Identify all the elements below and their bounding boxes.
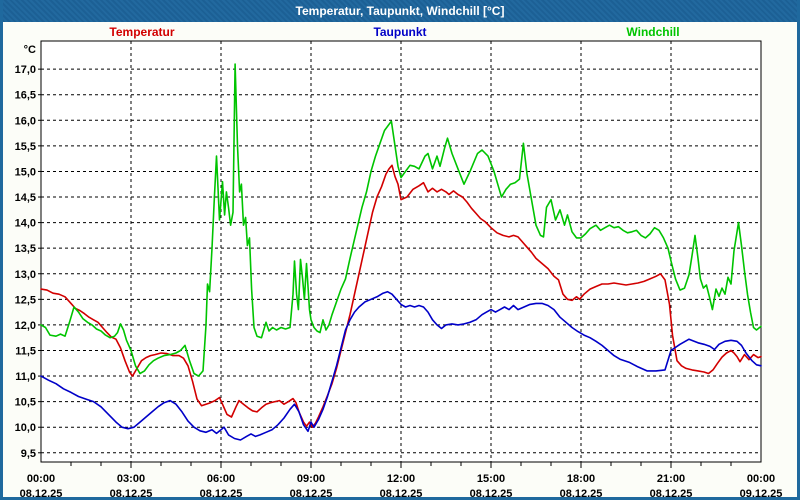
legend-item-taupunkt: Taupunkt — [373, 25, 427, 39]
x-tick-time-label: 00:00 — [747, 473, 775, 485]
x-tick-time-label: 03:00 — [117, 473, 145, 485]
x-tick-time-label: 06:00 — [207, 473, 235, 485]
x-tick-time-label: 12:00 — [387, 473, 415, 485]
y-tick-label: 9,5 — [21, 448, 36, 460]
window-title: Temperatur, Taupunkt, Windchill [°C] — [295, 4, 505, 18]
y-tick-label: 16,5 — [15, 90, 36, 102]
y-tick-label: 14,0 — [15, 218, 36, 230]
x-tick-date-label: 08.12.25 — [380, 488, 423, 500]
y-tick-label: 12,0 — [15, 320, 36, 332]
x-tick-date-label: 08.12.25 — [560, 488, 603, 500]
x-tick-time-label: 00:00 — [27, 473, 55, 485]
y-tick-label: 12,5 — [15, 294, 36, 306]
y-tick-label: 15,5 — [15, 141, 36, 153]
y-tick-label: 10,0 — [15, 422, 36, 434]
y-tick-label: 13,0 — [15, 269, 36, 281]
x-tick-date-label: 08.12.25 — [200, 488, 243, 500]
legend-item-temperatur: Temperatur — [109, 25, 175, 39]
x-tick-time-label: 21:00 — [657, 473, 685, 485]
series-line-temperatur — [40, 164, 762, 429]
y-tick-label: 10,5 — [15, 397, 36, 409]
window-title-bar: Temperatur, Taupunkt, Windchill [°C] — [3, 0, 797, 22]
y-tick-label: 11,5 — [15, 345, 36, 357]
x-tick-time-label: 18:00 — [567, 473, 595, 485]
y-tick-label: 16,0 — [15, 115, 36, 127]
x-tick-date-label: 08.12.25 — [650, 488, 693, 500]
y-axis-unit-label: °C — [24, 44, 36, 56]
y-tick-label: 13,5 — [15, 243, 36, 255]
x-tick-time-label: 09:00 — [297, 473, 325, 485]
chart-legend: Temperatur Taupunkt Windchill — [3, 25, 797, 41]
x-tick-time-label: 15:00 — [477, 473, 505, 485]
y-tick-label: 17,0 — [15, 64, 36, 76]
x-tick-date-label: 08.12.25 — [470, 488, 513, 500]
series-line-windchill — [40, 63, 762, 377]
y-tick-label: 11,0 — [15, 371, 36, 383]
x-tick-date-label: 08.12.25 — [20, 488, 63, 500]
legend-item-windchill: Windchill — [626, 25, 680, 39]
x-tick-date-label: 08.12.25 — [290, 488, 333, 500]
x-tick-date-label: 09.12.25 — [740, 488, 783, 500]
series-line-taupunkt — [40, 290, 762, 441]
y-gridlines-and-labels: 9,5 10,0 10,5 11,0 11,5 12,0 12,5 13,0 13,5 14,0 1… — [15, 44, 761, 460]
x-gridlines-and-labels: 00:00 08.12.25 03:00 08.12.25 06:00 08.12.25 0… — [20, 41, 783, 500]
x-tick-date-label: 08.12.25 — [110, 488, 153, 500]
y-tick-label: 14,5 — [15, 192, 36, 204]
y-tick-label: 15,0 — [15, 166, 36, 178]
plot-border — [40, 40, 762, 463]
